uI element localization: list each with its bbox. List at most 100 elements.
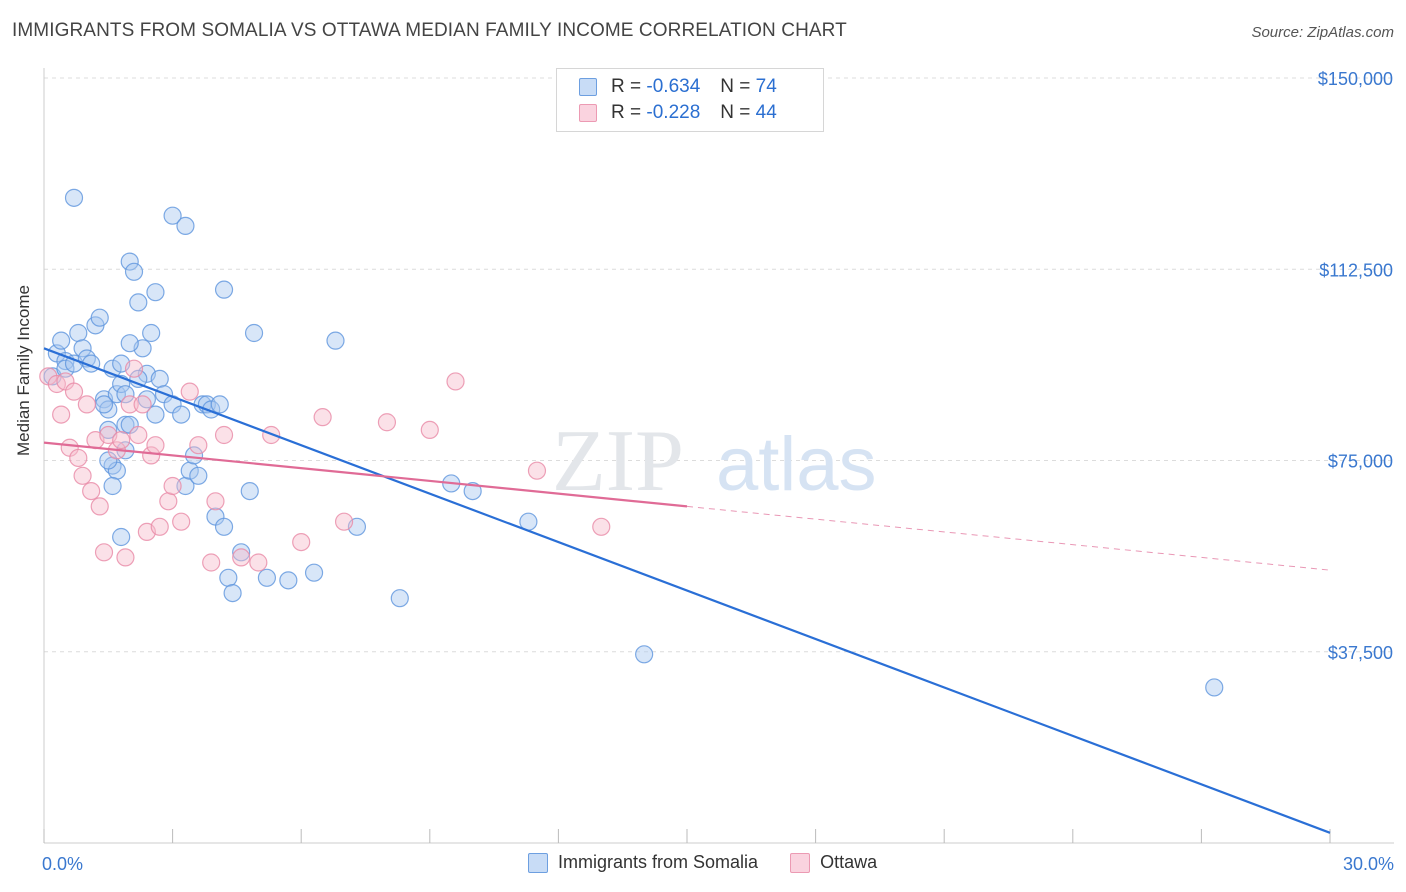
data-point — [313, 408, 332, 427]
data-point — [129, 425, 148, 445]
axes — [43, 68, 1394, 844]
data-point — [116, 548, 135, 567]
data-point — [292, 532, 311, 552]
data-point — [99, 420, 118, 439]
data-point — [146, 283, 165, 302]
data-point — [592, 517, 611, 536]
data-point — [142, 446, 161, 465]
series-legend-item-ottawa: Ottawa — [790, 852, 877, 873]
legend-r-label: R = — [611, 102, 642, 123]
legend-n-label: N = — [720, 102, 751, 123]
data-point — [52, 331, 71, 350]
data-point — [326, 331, 345, 350]
gridlines — [44, 77, 1394, 653]
data-point — [112, 527, 131, 547]
data-point — [69, 448, 88, 468]
data-point — [223, 583, 242, 603]
watermark: ZIP atlas — [552, 413, 877, 510]
series-swatch-ottawa — [790, 852, 811, 873]
series-immigrants-from-somalia — [43, 188, 1224, 697]
trend-line — [43, 347, 1331, 834]
legend-n-label: N = — [720, 76, 751, 97]
data-point — [73, 339, 92, 358]
data-points — [39, 188, 1224, 697]
correlation-legend: R = -0.634 N = 74 R = -0.228 N = 44 — [556, 68, 824, 132]
data-point — [146, 405, 165, 424]
legend-n-value: 44 — [755, 102, 777, 123]
y-tick-label: $112,500 — [1319, 260, 1393, 280]
legend-swatch-ottawa — [579, 104, 597, 122]
watermark-zip: ZIP — [552, 413, 684, 510]
data-point — [232, 548, 251, 567]
data-point — [69, 323, 88, 343]
series-legend-item-somalia: Immigrants from Somalia — [528, 852, 758, 873]
data-point — [180, 382, 199, 401]
data-point — [129, 293, 148, 312]
chart-title: IMMIGRANTS FROM SOMALIA VS OTTAWA MEDIAN… — [12, 20, 847, 41]
y-tick-label: $37,500 — [1328, 643, 1393, 663]
data-point — [390, 589, 409, 608]
data-point — [279, 571, 298, 590]
trend-line — [686, 505, 1331, 571]
data-point — [463, 482, 482, 501]
data-point — [124, 262, 144, 281]
data-point — [124, 359, 144, 378]
data-point — [64, 382, 84, 401]
data-point — [214, 425, 234, 445]
data-point — [172, 405, 191, 424]
data-point — [635, 645, 654, 664]
tick-labels: $37,500 $75,000 $112,500 $150,000 0.0% 30.0% — [42, 69, 1394, 874]
data-point — [446, 372, 465, 391]
data-point — [150, 517, 169, 536]
data-point — [146, 436, 165, 455]
data-point — [257, 568, 277, 587]
data-point — [103, 476, 122, 496]
data-point — [214, 517, 234, 536]
data-point — [206, 492, 225, 511]
data-point — [90, 497, 109, 516]
data-point — [163, 476, 182, 496]
legend-row-ottawa: R = -0.228 N = 44 — [579, 102, 777, 124]
data-point — [334, 512, 354, 531]
data-point — [94, 543, 114, 562]
data-point — [77, 395, 96, 414]
data-point — [120, 334, 139, 353]
data-point — [73, 466, 92, 485]
data-point — [64, 188, 84, 207]
x-tick-label: 30.0% — [1343, 854, 1394, 874]
data-point — [240, 482, 259, 501]
y-tick-label: $150,000 — [1318, 69, 1393, 89]
data-point — [82, 482, 101, 501]
data-point — [244, 323, 264, 343]
data-point — [133, 395, 152, 414]
data-point — [189, 436, 208, 455]
data-point — [120, 252, 139, 271]
data-point — [1205, 678, 1224, 697]
legend-r-value: -0.634 — [646, 76, 701, 97]
series-legend-label: Immigrants from Somalia — [558, 852, 759, 872]
trend-lines — [43, 347, 1331, 834]
data-point — [420, 420, 439, 439]
data-point — [184, 446, 204, 465]
series-swatch-somalia — [528, 852, 548, 873]
data-point — [527, 461, 547, 480]
watermark-atlas: atlas — [716, 422, 877, 507]
trend-line — [43, 441, 688, 508]
y-axis-label: Median Family Income — [14, 284, 33, 456]
data-point — [377, 413, 397, 432]
legend-row-somalia: R = -0.634 N = 74 — [579, 76, 777, 98]
series-legend: Immigrants from Somalia Ottawa — [528, 852, 909, 873]
x-tick-label: 0.0% — [42, 854, 83, 874]
data-point — [94, 395, 114, 414]
data-point — [52, 405, 71, 424]
data-point — [112, 431, 131, 450]
legend-swatch-somalia — [579, 78, 597, 96]
data-point — [56, 359, 75, 378]
data-point — [172, 512, 191, 531]
data-point — [163, 206, 182, 225]
data-point — [142, 323, 161, 343]
data-point — [90, 308, 109, 327]
data-point — [304, 563, 324, 582]
data-point — [116, 385, 135, 404]
